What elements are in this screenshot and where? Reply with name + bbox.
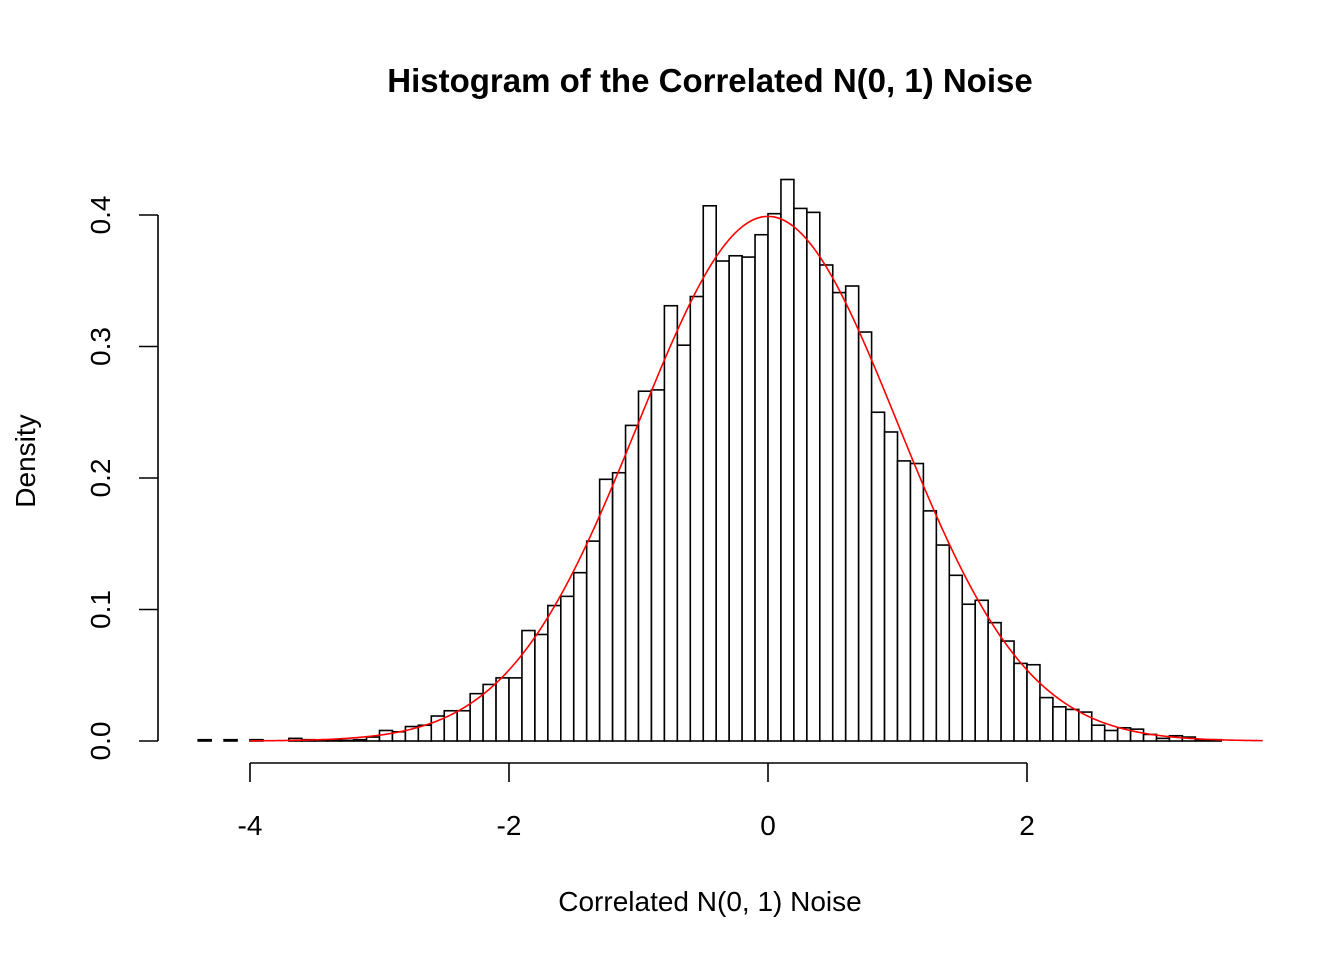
y-tick-label: 0.1 — [85, 590, 116, 629]
histogram-bar — [1052, 706, 1067, 742]
normal-density-curve — [249, 215, 1263, 742]
histogram-bar — [961, 603, 976, 742]
histogram-bar — [326, 739, 342, 742]
histogram-bar — [223, 738, 238, 742]
histogram-bar — [534, 633, 549, 742]
histogram-bar — [1090, 724, 1106, 742]
histogram-bar — [818, 264, 834, 742]
histogram-bar — [767, 212, 782, 742]
histogram-bar — [456, 709, 471, 742]
histogram-bar — [883, 431, 899, 742]
x-axis: -4 -2 0 2 — [238, 762, 1035, 841]
y-tick-label: 0.2 — [85, 459, 116, 498]
y-tick-label: 0.4 — [85, 196, 116, 235]
x-tick-label: -2 — [497, 810, 522, 841]
histogram-bar — [598, 478, 614, 742]
histogram-bar — [987, 621, 1002, 742]
histogram-bar — [352, 738, 368, 742]
histogram-bar — [1000, 640, 1015, 742]
histogram-bar — [780, 178, 795, 742]
chart-title: Histogram of the Correlated N(0, 1) Nois… — [387, 62, 1032, 99]
histogram-bar — [430, 715, 446, 742]
histogram-bar — [572, 571, 588, 742]
histogram-bar — [702, 204, 717, 742]
histogram-bar — [1065, 708, 1080, 742]
histogram-bar — [637, 390, 653, 742]
histogram-bar — [1103, 729, 1119, 742]
histogram-bar — [806, 211, 821, 742]
histogram-bar — [857, 331, 873, 742]
histogram-bar — [585, 540, 601, 742]
y-axis-label: Density — [10, 414, 41, 507]
histogram-bar — [559, 595, 575, 742]
histogram-bar — [1039, 696, 1054, 742]
x-tick-label: 2 — [1019, 810, 1035, 841]
histogram-bar — [793, 207, 808, 742]
histogram-bar — [663, 304, 679, 742]
y-axis: 0.0 0.1 0.2 0.3 0.4 — [85, 196, 159, 761]
histogram-bar — [365, 736, 381, 742]
histogram-bar — [1155, 737, 1171, 742]
x-axis-label: Correlated N(0, 1) Noise — [558, 886, 861, 917]
histogram-bar — [495, 677, 510, 742]
histogram-bar — [728, 254, 743, 742]
histogram-bar — [1013, 662, 1028, 742]
histogram-bar — [754, 233, 769, 742]
histogram-bar — [922, 510, 938, 742]
bars-group — [197, 178, 1223, 742]
histogram-bar — [831, 291, 847, 742]
histogram-bar — [741, 256, 756, 742]
histogram-bar — [417, 724, 433, 742]
histogram-bar — [547, 604, 562, 742]
x-tick-label: 0 — [760, 810, 776, 841]
histogram-bar — [197, 738, 212, 742]
histogram-bar — [896, 460, 912, 742]
x-tick-label: -4 — [238, 810, 263, 841]
histogram-bar — [378, 729, 394, 742]
histogram-bar — [469, 692, 484, 742]
histogram-bar — [948, 574, 964, 742]
histogram-bar — [676, 344, 692, 742]
y-tick-label: 0.3 — [85, 327, 116, 366]
histogram-bar — [611, 471, 627, 742]
histogram-bar — [935, 544, 951, 742]
histogram-bar — [689, 295, 705, 742]
histogram-bar — [909, 462, 925, 742]
histogram-bar — [339, 739, 355, 742]
histogram-bar — [715, 260, 730, 742]
histogram-bar — [624, 424, 640, 742]
histogram-bar — [508, 677, 523, 742]
y-tick-label: 0.0 — [85, 722, 116, 761]
histogram-bar — [974, 599, 989, 742]
histogram-bar — [650, 389, 666, 742]
histogram-bar — [870, 411, 886, 742]
histogram-bar — [844, 285, 860, 742]
